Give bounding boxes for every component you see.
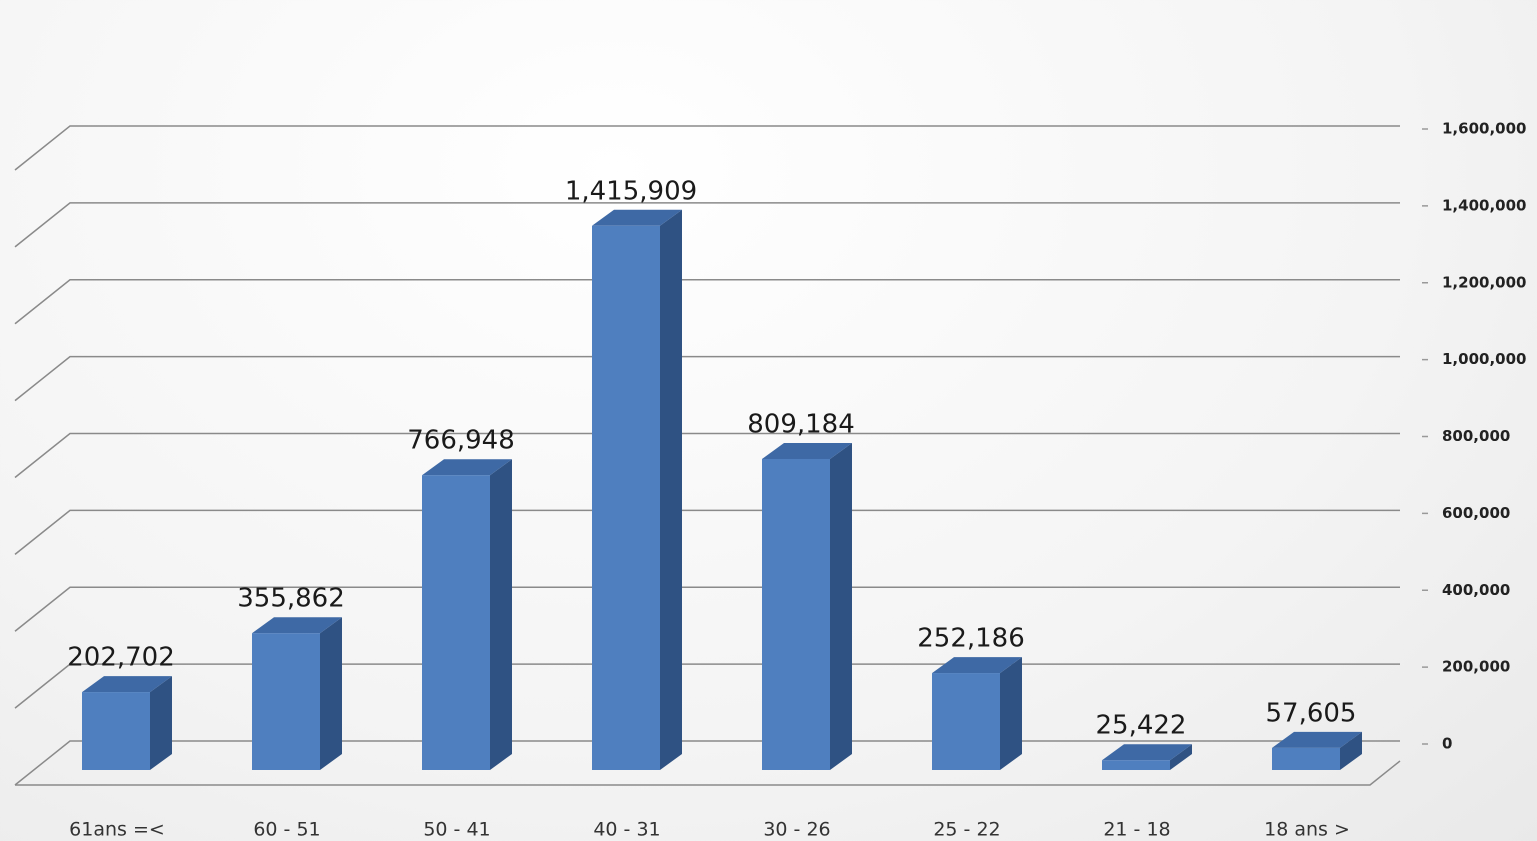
y-tick-label: 1,600,000	[1442, 120, 1526, 138]
value-label: 766,948	[407, 426, 515, 456]
bar	[1272, 748, 1340, 770]
x-tick-label: 60 - 51	[253, 819, 320, 841]
bar-side	[660, 210, 682, 770]
grid-line	[15, 741, 1400, 785]
x-tick-label: 40 - 31	[593, 819, 660, 841]
x-tick-label: 50 - 41	[423, 819, 490, 841]
floor-edge	[15, 761, 1400, 785]
y-tick-label: 1,400,000	[1442, 196, 1526, 214]
x-tick-label: 21 - 18	[1103, 819, 1170, 841]
x-tick-label: 18 ans >	[1264, 819, 1350, 841]
y-tick-label: 600,000	[1442, 504, 1510, 522]
bar	[592, 226, 660, 770]
bar	[932, 673, 1000, 770]
chart: 0 200,000 400,000 600,000 800,000 1,000,000 1,…	[0, 0, 1537, 841]
y-tick-label: 1,200,000	[1442, 273, 1526, 291]
grid-line	[15, 587, 1400, 631]
value-label: 1,415,909	[565, 176, 697, 206]
grid-line	[15, 203, 1400, 247]
value-label: 252,186	[917, 624, 1025, 654]
y-tick-label: 400,000	[1442, 581, 1510, 599]
grid-line	[15, 280, 1400, 324]
bar	[1102, 760, 1170, 770]
grid-line	[15, 434, 1400, 478]
grid-line	[15, 510, 1400, 554]
grid-line	[15, 357, 1400, 401]
bar-side	[320, 617, 342, 770]
grid-line	[15, 664, 1400, 708]
bar-side	[830, 443, 852, 770]
bar	[422, 475, 490, 770]
y-tick-label: 0	[1442, 735, 1452, 753]
y-tick-label: 200,000	[1442, 658, 1510, 676]
bar	[762, 459, 830, 770]
x-tick-label: 30 - 26	[763, 819, 830, 841]
value-label: 809,184	[747, 409, 855, 439]
bar-side	[1000, 657, 1022, 770]
x-tick-label: 25 - 22	[933, 819, 1000, 841]
value-label: 202,702	[67, 643, 175, 673]
bar-side	[490, 459, 512, 770]
y-tick-label: 1,000,000	[1442, 350, 1526, 368]
bar	[252, 633, 320, 770]
value-label: 355,862	[237, 584, 345, 614]
value-label: 57,605	[1266, 698, 1357, 728]
bar-side	[150, 676, 172, 770]
bar	[82, 692, 150, 770]
y-tick-label: 800,000	[1442, 427, 1510, 445]
grid-line	[15, 126, 1400, 170]
x-tick-label: 61ans =<	[69, 819, 165, 841]
value-label: 25,422	[1096, 711, 1187, 741]
